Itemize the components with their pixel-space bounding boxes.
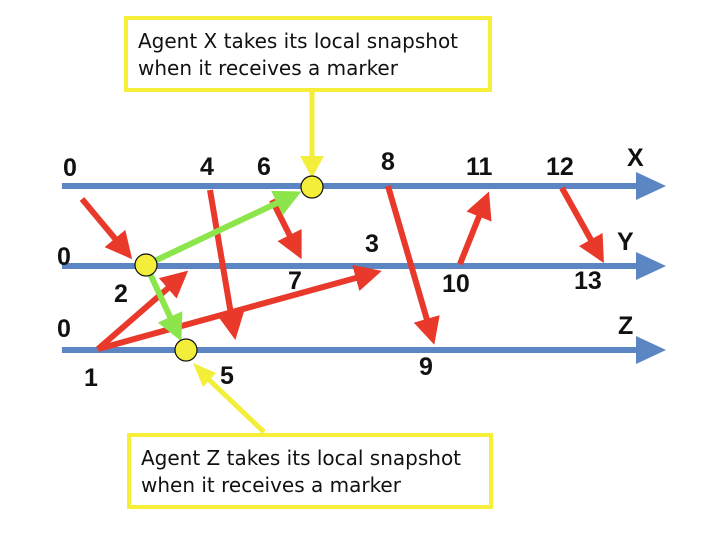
event-label-8: 8 [381, 148, 395, 176]
timeline-z-label: Z [618, 312, 633, 340]
event-label-9: 9 [419, 353, 433, 381]
event-label-1: 1 [84, 364, 98, 392]
message-arrow-1-to-2 [96, 270, 189, 352]
callout-agent-z: Agent Z takes its local snapshot when it… [127, 433, 493, 509]
message-arrow-0x-to-2 [79, 197, 133, 260]
callout-agent-x-line2: when it receives a marker [138, 56, 398, 80]
timeline-x-label: X [627, 144, 644, 172]
event-label-10: 10 [442, 270, 470, 298]
event-label-7: 7 [288, 267, 302, 295]
callout-agent-x: Agent X takes its local snapshot when it… [124, 16, 492, 92]
event-label-4: 4 [200, 153, 214, 181]
snapshot-dot-z [174, 338, 198, 362]
event-label-3: 3 [365, 230, 379, 258]
timeline-x [62, 172, 666, 200]
message-arrow-8-to-9 [385, 185, 440, 345]
message-arrow-6-to-7 [269, 198, 302, 260]
snapshot-dot-y [134, 253, 158, 277]
timeline-y-label: Y [617, 228, 634, 256]
event-label-12: 12 [546, 153, 574, 181]
timeline-y-arrowhead [636, 252, 666, 280]
marker-arrow-to-x [144, 190, 302, 268]
callout-z-pointer [193, 363, 266, 434]
message-arrow-10-to-11 [457, 191, 492, 266]
event-label-13: 13 [574, 267, 602, 295]
snapshot-dot-x [300, 175, 324, 199]
event-label-6: 6 [257, 153, 271, 181]
marker-arrow-to-z [143, 263, 183, 342]
message-arrow-4-to-5 [207, 189, 245, 340]
callout-agent-z-line2: when it receives a marker [141, 473, 401, 497]
timeline-z-start: 0 [57, 315, 71, 343]
event-label-2: 2 [114, 280, 128, 308]
event-label-11: 11 [466, 153, 493, 181]
callout-x-pointer [300, 92, 324, 178]
timeline-x-start: 0 [63, 154, 77, 182]
timeline-x-arrowhead [636, 172, 666, 200]
callout-agent-z-line1: Agent Z takes its local snapshot [141, 446, 462, 470]
timeline-z-arrowhead [636, 336, 666, 364]
callout-agent-x-line1: Agent X takes its local snapshot [138, 29, 459, 53]
message-arrow-12-to-13 [559, 186, 604, 264]
message-arrow-1-to-3 [97, 265, 382, 352]
event-label-5: 5 [220, 362, 234, 390]
timeline-z [62, 336, 666, 364]
timeline-y-start: 0 [57, 243, 71, 271]
